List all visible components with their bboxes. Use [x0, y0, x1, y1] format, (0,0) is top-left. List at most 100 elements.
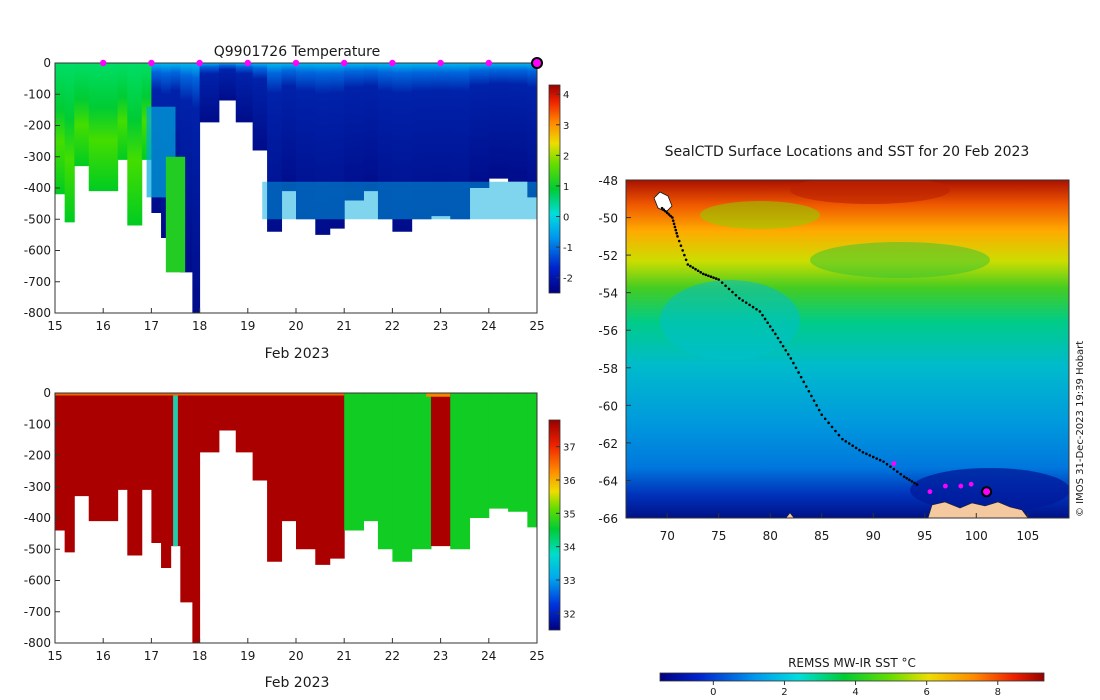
lon-tick-label: 85	[814, 529, 829, 543]
lat-tick-label: -54	[598, 287, 618, 301]
profile-column	[151, 393, 162, 543]
profile-column	[74, 63, 90, 167]
profile-column	[170, 63, 181, 217]
track-point	[871, 455, 875, 459]
track-point	[671, 216, 674, 219]
colorbar-tick-label: 36	[563, 476, 576, 487]
profile-column	[392, 393, 413, 562]
map-clip	[626, 180, 1069, 518]
track-point	[683, 253, 686, 257]
y-tick-label: 0	[43, 56, 51, 70]
salinity-x-label: Feb 2023	[265, 675, 330, 691]
track-point	[675, 231, 678, 235]
profile-column	[508, 63, 528, 182]
track-point	[792, 361, 795, 365]
profile-column	[329, 393, 345, 559]
track-point	[892, 467, 896, 471]
lat-tick-label: -66	[598, 512, 618, 526]
track-point	[844, 440, 848, 443]
profile-column	[296, 393, 316, 550]
profile-column	[527, 393, 537, 528]
x-tick-label: 21	[337, 319, 352, 333]
x-tick-label: 19	[240, 319, 255, 333]
track-point	[755, 307, 758, 311]
track-point	[751, 305, 755, 309]
profile-column	[88, 63, 119, 192]
temperature-colorbar-ticks: 4 3 2 1 0 -1 -2	[556, 90, 573, 285]
track-point	[781, 344, 785, 348]
x-tick-label: 20	[288, 649, 303, 663]
profile-column	[74, 393, 90, 497]
profile-column	[450, 63, 471, 220]
x-tick-label: 22	[385, 319, 400, 333]
track-point	[799, 375, 803, 379]
temperature-field-clip	[55, 63, 537, 313]
colorbar-tick-label: 2	[781, 687, 787, 698]
y-tick-label: -100	[24, 87, 51, 101]
map-title: SealCTD Surface Locations and SST for 20…	[665, 144, 1030, 160]
profile-column	[192, 393, 201, 643]
track-point	[662, 208, 666, 212]
profile-column	[527, 63, 537, 198]
track-point	[905, 476, 909, 480]
seal-track	[660, 206, 993, 498]
x-tick-label: 25	[529, 649, 544, 663]
lat-tick-label: -60	[598, 399, 618, 413]
temperature-section-panel: Q9901726 Temperature 15 16 17 18 19 20 21 22 23 2…	[24, 44, 573, 362]
profile-column	[127, 63, 143, 226]
track-point	[847, 442, 851, 445]
lat-tick-label: -64	[598, 474, 618, 488]
y-tick-label: -100	[24, 417, 51, 431]
salinity-colorbar	[548, 419, 561, 631]
surface-marker	[148, 59, 155, 67]
track-point	[691, 266, 695, 269]
lon-tick-label: 90	[866, 529, 881, 543]
surface-marker	[437, 59, 444, 67]
track-point	[804, 385, 808, 388]
profile-column	[469, 393, 490, 518]
track-point	[908, 478, 911, 482]
salinity-surface-band	[426, 393, 451, 397]
y-tick-label: -700	[24, 605, 51, 619]
track-point	[707, 274, 710, 278]
track-point	[748, 303, 751, 307]
track-point	[834, 429, 837, 433]
track-point	[674, 228, 678, 232]
y-tick-label: -500	[24, 212, 51, 226]
x-tick-label: 21	[337, 649, 352, 663]
profile-column	[235, 393, 254, 453]
track-point	[673, 225, 677, 229]
lat-tick-label: -48	[598, 174, 618, 188]
track-point	[797, 371, 800, 374]
track-point	[727, 287, 731, 291]
track-point	[779, 340, 782, 344]
profile-column	[117, 393, 128, 490]
track-point	[679, 244, 683, 248]
y-tick-label: -500	[24, 542, 51, 556]
track-point	[851, 444, 854, 448]
profile-column	[141, 393, 152, 490]
track-point	[865, 452, 868, 456]
track-point	[669, 214, 672, 218]
sst-field-patch	[790, 180, 950, 204]
track-point	[899, 472, 903, 476]
surface-marker	[292, 59, 300, 67]
colorbar-tick-label: 35	[563, 509, 576, 520]
track-point	[771, 328, 775, 332]
profile-column	[64, 63, 75, 223]
track-point	[817, 408, 821, 412]
track-point	[731, 290, 734, 294]
lat-tick-label: -62	[598, 437, 618, 451]
colorbar-tick-label: 6	[923, 687, 929, 698]
x-tick-label: 24	[481, 319, 496, 333]
profile-column	[363, 393, 379, 522]
track-point	[744, 301, 748, 304]
sst-field-patch	[810, 242, 990, 278]
lat-tick-label: -52	[598, 249, 618, 263]
track-point	[665, 211, 669, 215]
sst-colorbar-label: REMSS MW-IR SST °C	[788, 656, 916, 670]
lat-tick-label: -58	[598, 362, 618, 376]
track-point	[875, 457, 878, 460]
salinity-field	[55, 393, 537, 643]
lon-tick-label: 80	[763, 529, 778, 543]
